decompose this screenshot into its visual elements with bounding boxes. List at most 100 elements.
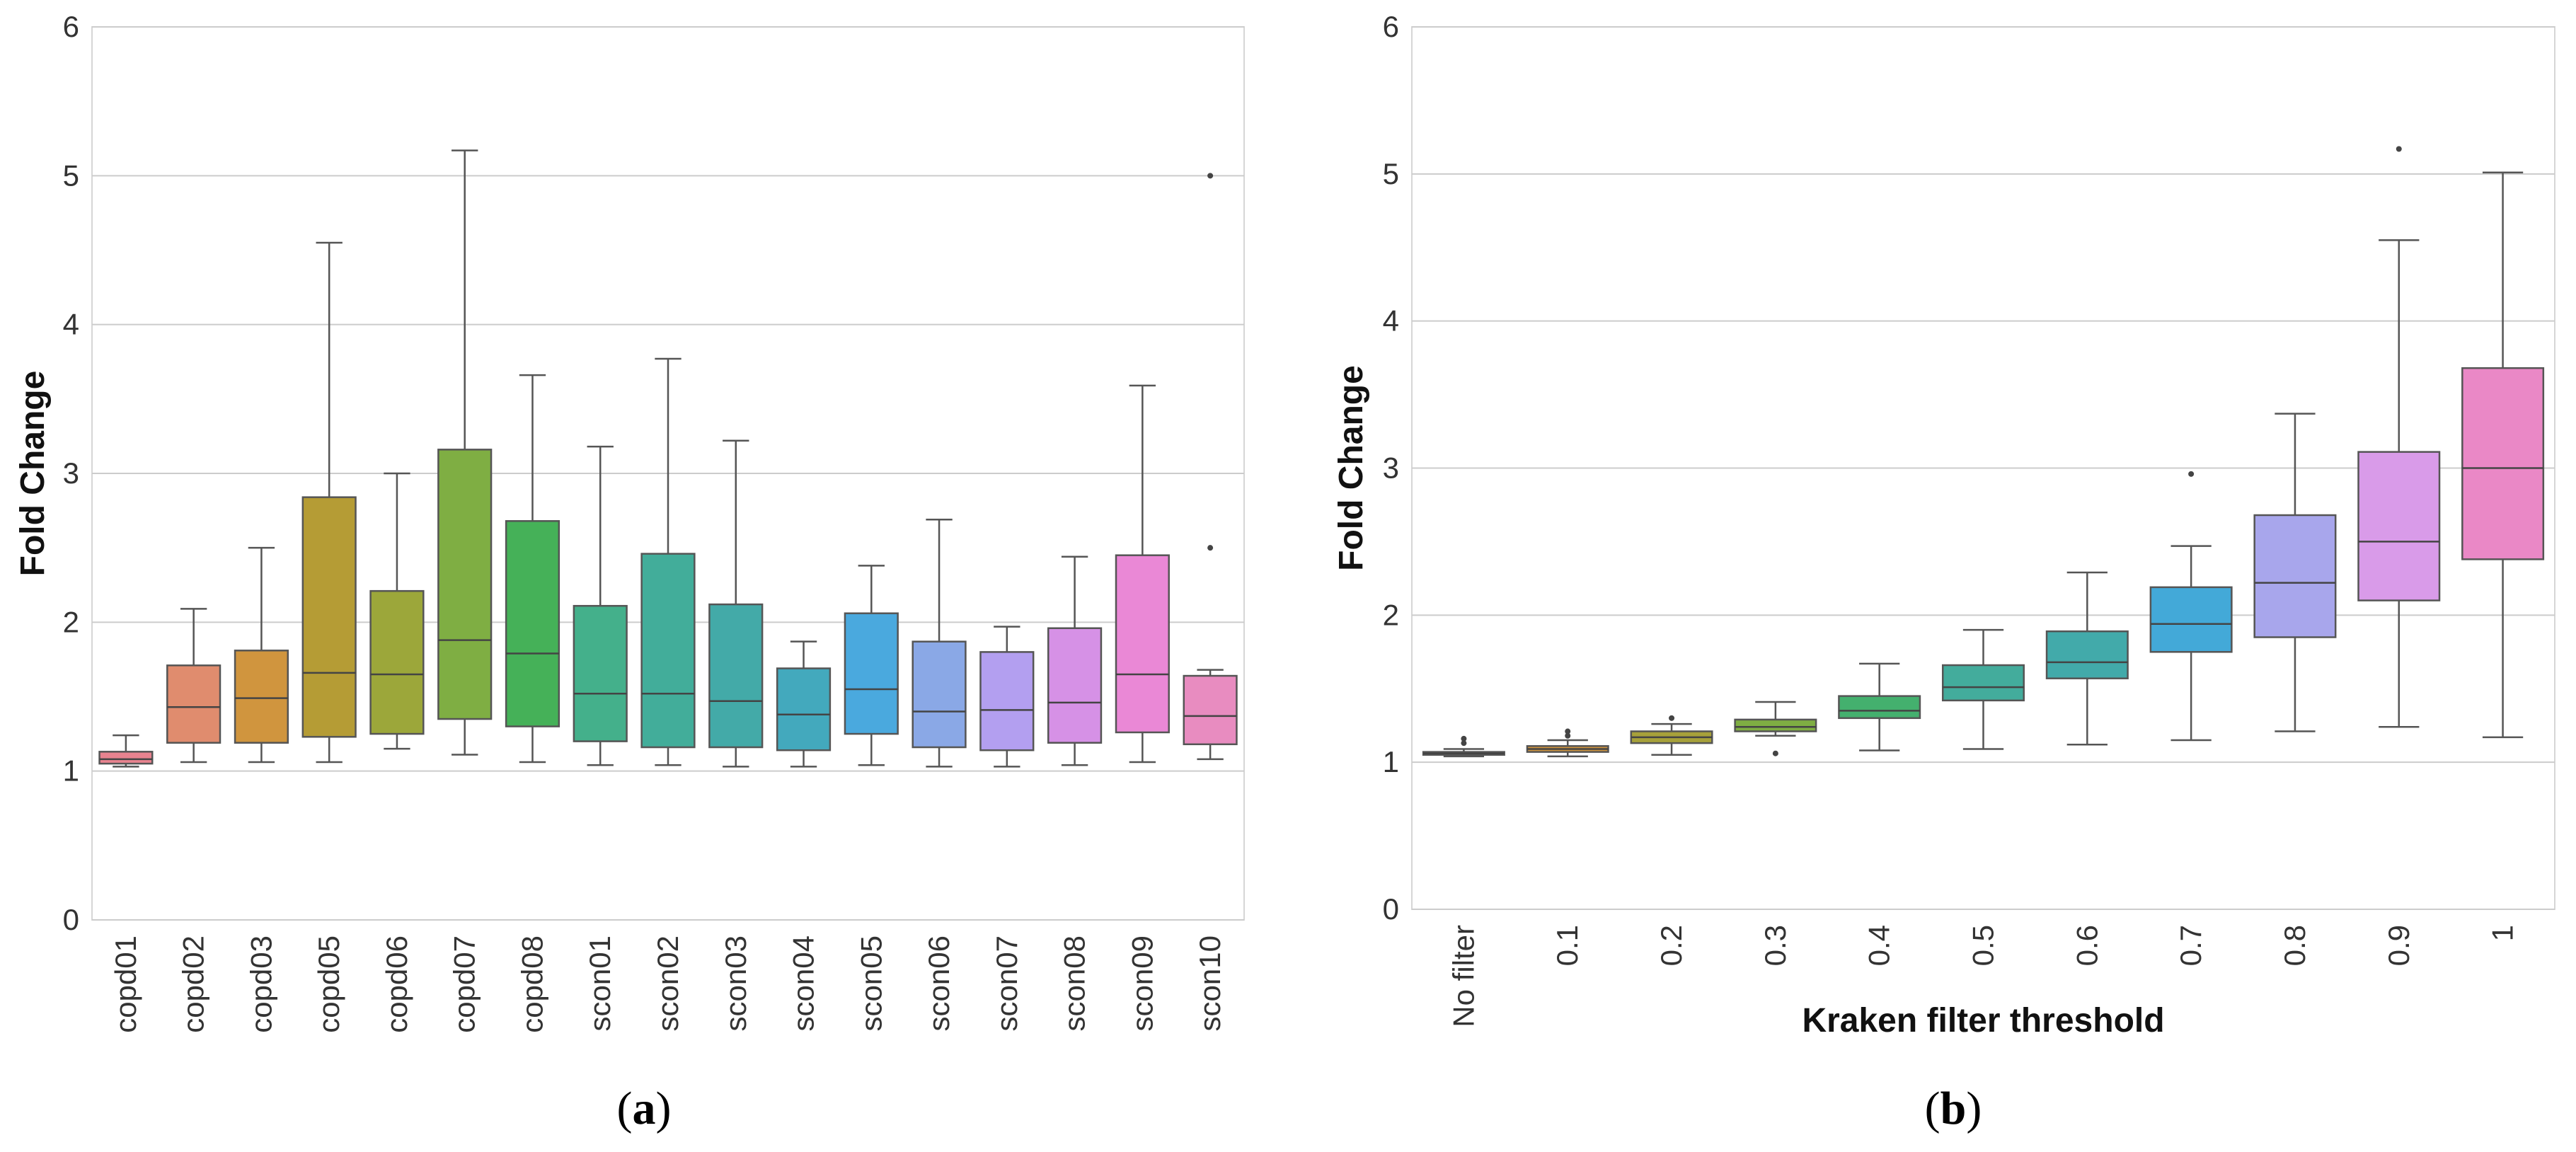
box-copd05	[301, 241, 357, 764]
x-tick-label: scon01	[583, 935, 616, 1031]
x-tick-label: 0.6	[2070, 925, 2103, 966]
panel-caption: (b)	[1925, 1083, 1982, 1134]
iqr-box	[2253, 514, 2337, 638]
box-0.4	[1838, 662, 1921, 751]
box-copd02	[166, 608, 222, 764]
x-tick-label: copd03	[244, 935, 277, 1033]
box-scon09	[1115, 384, 1170, 764]
box-scon03	[708, 439, 764, 768]
box-0.8	[2253, 413, 2337, 732]
iqr-box	[2149, 586, 2233, 653]
iqr-box	[437, 449, 493, 720]
outlier-point	[2188, 471, 2195, 477]
iqr-box	[301, 496, 357, 738]
iqr-box	[369, 589, 425, 735]
x-tick-label: copd08	[515, 935, 548, 1033]
y-tick-label: 1	[1383, 745, 1399, 778]
box-0.1	[1526, 728, 1609, 758]
box-copd03	[234, 546, 289, 764]
box-scon08	[1047, 555, 1103, 766]
x-tick-label: 0.1	[1551, 925, 1584, 966]
iqr-box	[2357, 451, 2441, 601]
iqr-box	[505, 520, 560, 727]
x-tick-label: 0.9	[2382, 925, 2415, 966]
box-scon02	[640, 357, 696, 766]
box-no-filter	[1422, 735, 1505, 758]
x-tick-label: copd05	[312, 935, 345, 1033]
iqr-box	[844, 612, 899, 735]
y-tick-label: 2	[63, 605, 79, 638]
x-tick-label: scon06	[922, 935, 955, 1031]
y-tick-label: 0	[63, 903, 79, 936]
y-tick-label: 4	[1383, 304, 1399, 338]
outlier-point	[1207, 545, 1214, 551]
box-0.6	[2045, 571, 2129, 746]
y-tick-label: 6	[63, 10, 79, 43]
box-scon01	[573, 445, 628, 766]
x-axis-title: Kraken filter threshold	[1802, 1002, 2164, 1039]
panel-caption: (a)	[617, 1083, 672, 1134]
iqr-box	[1734, 718, 1817, 732]
x-tick-label: copd07	[448, 935, 481, 1033]
box-1	[2461, 171, 2545, 739]
iqr-box	[1115, 554, 1170, 734]
outlier-point	[1207, 173, 1214, 179]
x-tick-label: 0.8	[2278, 925, 2311, 966]
outlier-point	[1461, 740, 1467, 747]
box-0.3	[1734, 701, 1817, 756]
x-tick-label: 0.7	[2174, 925, 2207, 966]
x-tick-label: scon04	[787, 935, 820, 1031]
x-tick-label: scon09	[1125, 935, 1158, 1031]
x-tick-label: scon07	[990, 935, 1023, 1031]
y-tick-label: 6	[1383, 10, 1399, 43]
y-tick-label: 5	[1383, 157, 1399, 190]
outlier-point	[1669, 715, 1675, 721]
panel-a-chart: 0 1 2 3 4 5 6 Fold Change copd01 copd02 copd03 copd…	[14, 10, 1245, 1134]
x-tick-label: scon08	[1058, 935, 1091, 1031]
box-copd01	[98, 734, 154, 768]
outlier-point	[1565, 732, 1571, 739]
y-tick-label: 1	[63, 754, 79, 788]
box-scon06	[912, 518, 967, 768]
y-tick-label: 4	[63, 308, 79, 341]
x-tick-label: copd06	[380, 935, 413, 1033]
x-tick-label: 1	[2486, 925, 2519, 941]
x-tick-label: scon03	[719, 935, 752, 1031]
x-tick-label: 0.4	[1863, 925, 1896, 966]
x-tick-label: 0.5	[1967, 925, 2000, 966]
outlier-point	[1772, 750, 1778, 756]
iqr-box	[1047, 627, 1103, 744]
box-scon10	[1183, 173, 1238, 761]
iqr-box	[2461, 367, 2545, 560]
box-scon04	[776, 640, 832, 768]
box-0.2	[1630, 715, 1713, 756]
iqr-box	[166, 664, 222, 744]
iqr-box	[1838, 695, 1921, 720]
iqr-box	[2045, 630, 2129, 679]
iqr-box	[1183, 674, 1238, 746]
iqr-box	[1941, 664, 2025, 702]
x-tick-label: 0.3	[1759, 925, 1792, 966]
box-copd07	[437, 149, 493, 756]
x-tick-label: No filter	[1447, 925, 1480, 1027]
iqr-box	[640, 553, 696, 749]
x-tick-label: copd02	[177, 935, 210, 1033]
outlier-point	[1565, 728, 1571, 735]
iqr-box	[573, 604, 628, 742]
iqr-box	[234, 650, 289, 744]
outlier-point	[2396, 146, 2402, 152]
x-tick-label: copd01	[109, 935, 142, 1033]
iqr-box	[776, 667, 832, 751]
box-copd06	[369, 472, 425, 750]
y-tick-label: 5	[63, 159, 79, 192]
box-0.9	[2357, 146, 2441, 728]
iqr-box	[98, 751, 154, 765]
panel-b-chart: 0 1 2 3 4 5 6 Fold Change Kraken filter threshol…	[1333, 10, 2555, 1134]
y-tick-label: 0	[1383, 892, 1399, 926]
iqr-box	[979, 651, 1035, 751]
x-tick-label: scon02	[651, 935, 684, 1031]
box-0.5	[1941, 628, 2025, 750]
y-tick-label: 2	[1383, 598, 1399, 631]
x-tick-label: scon10	[1193, 935, 1226, 1031]
